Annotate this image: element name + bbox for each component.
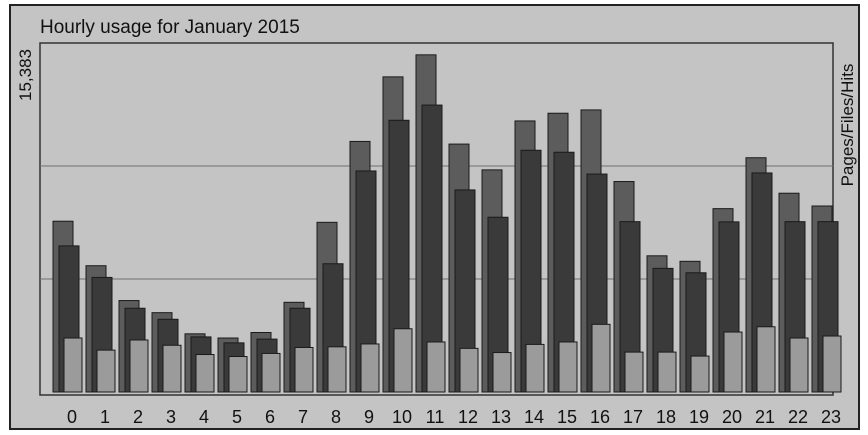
bar-pages-hour-21 xyxy=(756,326,776,393)
x-tick-label: 8 xyxy=(331,407,341,427)
bar-marks xyxy=(52,54,842,393)
bar-pages-hour-9 xyxy=(360,343,380,393)
x-tick-label: 11 xyxy=(426,407,445,427)
x-tick-label: 3 xyxy=(166,407,176,427)
x-tick-label: 18 xyxy=(656,407,676,427)
x-tick-label: 22 xyxy=(788,407,808,427)
bar-pages-hour-3 xyxy=(162,344,182,393)
x-tick-label: 5 xyxy=(232,407,242,427)
x-tick-label: 20 xyxy=(722,407,742,427)
x-tick-label: 9 xyxy=(364,407,374,427)
x-tick-label: 14 xyxy=(524,407,544,427)
x-tick-label: 0 xyxy=(67,407,77,427)
bar-pages-hour-20 xyxy=(723,331,743,393)
bar-pages-hour-2 xyxy=(129,339,149,393)
x-tick-label: 19 xyxy=(689,407,709,427)
chart-title: Hourly usage for January 2015 xyxy=(40,17,300,38)
bar-pages-hour-4 xyxy=(195,354,215,393)
x-tick-labels: 0 1 2 3 4 5 6 7 8 9 10 11 12 13 14 15 16 17 18 19 20 21 22 23 xyxy=(67,407,841,427)
x-tick-label: 2 xyxy=(133,407,143,427)
bar-pages-hour-14 xyxy=(525,343,545,393)
bar-pages-hour-12 xyxy=(459,347,479,393)
bar-pages-hour-16 xyxy=(591,323,611,393)
bar-pages-hour-18 xyxy=(657,351,677,393)
x-tick-label: 13 xyxy=(491,407,511,427)
bar-pages-hour-7 xyxy=(294,346,314,393)
x-tick-label: 23 xyxy=(821,407,841,427)
y-max-label: 15,383 xyxy=(16,49,35,101)
x-tick-label: 1 xyxy=(100,407,110,427)
bar-pages-hour-10 xyxy=(393,328,413,393)
x-tick-label: 16 xyxy=(590,407,610,427)
x-tick-label: 12 xyxy=(458,407,478,427)
x-tick-label: 10 xyxy=(392,407,412,427)
bar-pages-hour-8 xyxy=(327,346,347,393)
bar-pages-hour-23 xyxy=(822,335,842,393)
bar-pages-hour-11 xyxy=(426,341,446,393)
x-tick-label: 15 xyxy=(557,407,577,427)
x-tick-label: 21 xyxy=(755,407,775,427)
bar-pages-hour-19 xyxy=(690,355,710,393)
x-tick-label: 17 xyxy=(623,407,643,427)
x-tick-label: 7 xyxy=(298,407,308,427)
bar-pages-hour-17 xyxy=(624,351,644,393)
bar-pages-hour-1 xyxy=(96,349,116,393)
bar-pages-hour-13 xyxy=(492,352,512,393)
bar-pages-hour-15 xyxy=(558,341,578,393)
bar-pages-hour-22 xyxy=(789,337,809,393)
bar-pages-hour-0 xyxy=(63,337,83,393)
bar-pages-hour-6 xyxy=(261,352,281,393)
right-axis-label: Pages/Files/Hits xyxy=(838,64,857,187)
x-tick-label: 4 xyxy=(199,407,209,427)
x-tick-label: 6 xyxy=(265,407,275,427)
bar-pages-hour-5 xyxy=(228,356,248,393)
